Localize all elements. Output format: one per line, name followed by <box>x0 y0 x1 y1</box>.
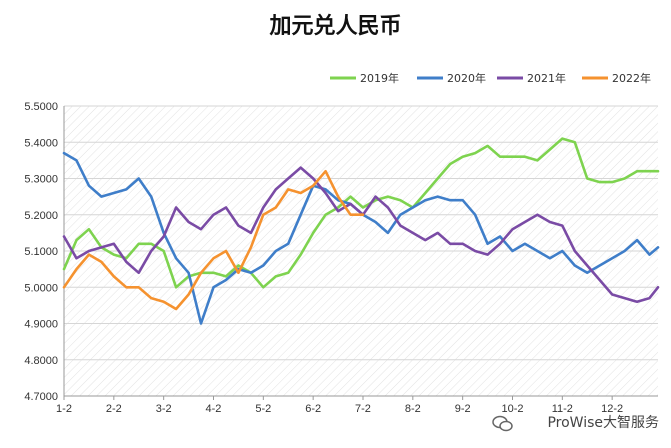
y-tick-label: 5.3000 <box>24 174 58 186</box>
y-tick-label: 5.2000 <box>24 210 58 222</box>
x-tick-label: 6-2 <box>305 403 321 415</box>
wechat-icon <box>492 415 513 432</box>
legend-label[interactable]: 2019年 <box>360 71 399 85</box>
watermark-text: ProWise大智服务 <box>547 415 659 431</box>
series-line-4 <box>62 169 365 311</box>
x-tick-label: 1-2 <box>56 403 72 415</box>
x-tick-label: 5-2 <box>255 403 271 415</box>
x-tick-label: 7-2 <box>355 403 371 415</box>
chart-title: 加元兑人民币 <box>269 13 402 39</box>
legend-label[interactable]: 2021年 <box>527 71 566 85</box>
legend-label[interactable]: 2022年 <box>612 71 651 85</box>
y-tick-label: 5.1000 <box>24 246 58 258</box>
y-tick-label: 5.5000 <box>24 101 58 113</box>
legend[interactable]: 2019年 2020年 2021年 2022年 <box>330 71 651 85</box>
series-line-1 <box>62 137 660 289</box>
axes: 4.7000 4.8000 4.9000 5.0000 5.1000 5.2000 5.30… <box>24 101 658 415</box>
x-tick-label: 11-2 <box>552 403 573 415</box>
x-tick-label: 8-2 <box>405 403 421 415</box>
x-tick-label: 12-2 <box>601 403 623 415</box>
x-tick-label: 9-2 <box>455 403 471 415</box>
x-tick-label: 3-2 <box>156 403 172 415</box>
y-tick-label: 5.0000 <box>24 282 58 294</box>
x-tick-label: 4-2 <box>206 403 222 415</box>
legend-label[interactable]: 2020年 <box>447 71 486 85</box>
x-tick-label: 10-2 <box>501 403 523 415</box>
y-tick-label: 4.9000 <box>24 319 58 331</box>
y-tick-label: 5.4000 <box>24 137 58 149</box>
series-lines <box>62 137 660 325</box>
y-tick-label: 4.8000 <box>24 355 58 367</box>
x-tick-label: 2-2 <box>106 403 122 415</box>
y-tick-label: 4.7000 <box>24 391 58 403</box>
